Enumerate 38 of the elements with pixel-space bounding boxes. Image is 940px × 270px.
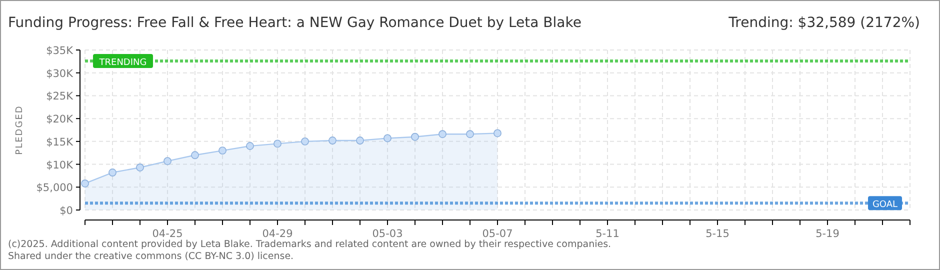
x-tick-label: 05-03 [372, 228, 403, 240]
y-tick-label: $35K [46, 45, 74, 57]
text: Trending: $32,589 (2172%) [728, 15, 920, 31]
x-tick-label: 5-15 [706, 228, 730, 240]
point [438, 130, 446, 138]
x-tick-label: 5-19 [816, 228, 840, 240]
y-tick-label: $5,000 [36, 182, 73, 194]
point [191, 151, 199, 160]
chart-title: Funding Progress: Free Fall & Free Heart: a NEW Gay Romance Duet by Leta Blake [8, 15, 582, 31]
point [494, 129, 502, 138]
y-tick-label: $15K [46, 136, 74, 148]
x-tick-label: 5-11 [596, 228, 620, 240]
x-tick-label: 04-25 [152, 228, 183, 240]
text: Shared under the creative commons (CC BY-NC 3.0) license. [8, 251, 294, 262]
ref-line-label: TRENDING [98, 58, 147, 68]
y-tick-label: $0 [60, 205, 73, 217]
point [246, 142, 254, 150]
point [136, 164, 144, 172]
text: (c)2025. Additional content provided by Leta Blake. Trademarks and related content are owned by their respective companies. [8, 239, 612, 250]
point [218, 146, 226, 155]
point [328, 136, 336, 144]
y-tick-label: $30K [46, 68, 74, 80]
y-tick-label: $10K [46, 159, 74, 172]
point [108, 168, 116, 176]
point [384, 134, 392, 142]
y-tick-label: $25K [46, 90, 74, 103]
x-tick-label: 04-29 [262, 228, 293, 240]
point [81, 180, 89, 188]
point [274, 140, 282, 148]
y-tick-label: $20K [46, 114, 74, 126]
point [466, 130, 474, 138]
x-tick-label: 05-07 [482, 228, 513, 240]
y-axis-title: PLEDGED [15, 105, 25, 155]
point [301, 137, 309, 146]
point [356, 136, 364, 144]
point [164, 157, 172, 166]
ref-line-label: GOAL [872, 200, 898, 210]
point [411, 132, 419, 141]
